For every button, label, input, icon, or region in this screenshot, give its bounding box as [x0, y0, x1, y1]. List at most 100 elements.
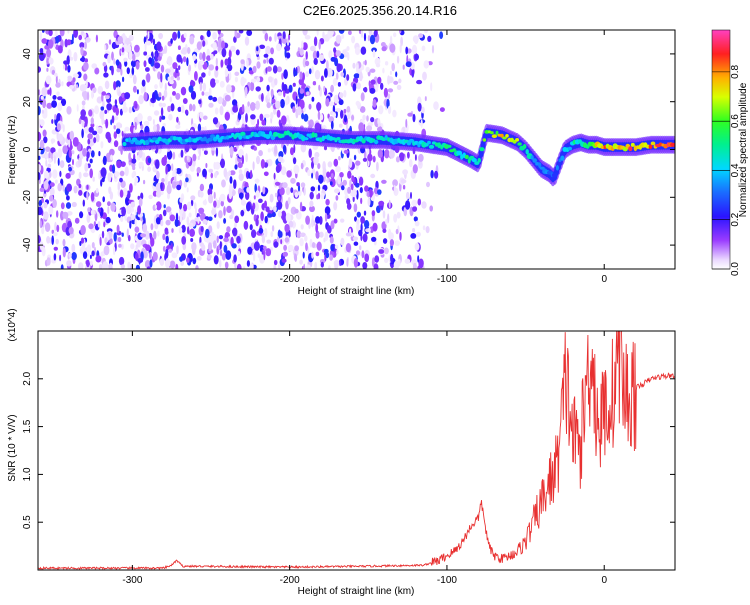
noise-speck [176, 245, 179, 255]
noise-speck [130, 263, 133, 269]
noise-speck [196, 166, 201, 174]
noise-speck [128, 152, 132, 161]
noise-speck [293, 164, 300, 174]
noise-speck [299, 201, 303, 212]
noise-speck [176, 116, 179, 123]
noise-speck [298, 78, 304, 86]
noise-speck [233, 36, 237, 43]
noise-speck [284, 48, 287, 58]
noise-speck [218, 235, 224, 240]
noise-speck [53, 253, 57, 261]
noise-speck [412, 262, 417, 269]
noise-speck [160, 64, 165, 73]
noise-speck [81, 100, 86, 106]
noise-speck [72, 158, 74, 166]
noise-speck [79, 211, 84, 219]
noise-speck [56, 210, 59, 218]
noise-speck [172, 151, 176, 160]
noise-speck [387, 76, 394, 84]
noise-speck [405, 191, 410, 200]
noise-speck [129, 73, 133, 79]
noise-speck [43, 180, 49, 190]
x-tick-label: -100 [437, 575, 457, 586]
ridge-peak [474, 161, 480, 166]
noise-speck [80, 237, 85, 244]
noise-speck [259, 44, 266, 49]
noise-speck [328, 50, 333, 59]
noise-speck [199, 242, 204, 247]
noise-speck [109, 238, 113, 245]
noise-speck [374, 255, 380, 263]
ridge-peak [269, 130, 272, 137]
noise-speck [48, 158, 52, 163]
noise-speck [205, 163, 208, 168]
noise-speck [417, 255, 420, 263]
noise-speck [265, 45, 271, 55]
noise-speck [54, 72, 58, 77]
noise-speck [189, 103, 193, 112]
noise-speck [233, 179, 237, 190]
noise-speck [218, 259, 222, 268]
noise-speck [165, 206, 172, 213]
noise-speck [310, 45, 316, 52]
noise-speck [47, 163, 52, 169]
noise-speck [208, 194, 214, 204]
noise-speck [335, 72, 339, 80]
noise-speck [363, 150, 367, 160]
noise-speck [424, 96, 427, 102]
noise-speck [55, 82, 61, 88]
noise-speck [224, 111, 230, 121]
noise-speck [43, 136, 48, 144]
noise-speck [235, 157, 238, 167]
ridge-peak [446, 144, 452, 148]
noise-speck [353, 203, 358, 213]
noise-speck [421, 45, 426, 52]
noise-speck [240, 59, 245, 65]
noise-speck [354, 46, 361, 56]
noise-speck [343, 114, 348, 123]
noise-speck [316, 30, 319, 36]
noise-speck [46, 236, 51, 244]
noise-speck [422, 225, 426, 231]
noise-speck [124, 126, 130, 132]
ridge-peak [311, 132, 316, 138]
noise-speck [219, 105, 224, 116]
noise-speck [161, 156, 167, 166]
noise-speck [119, 177, 123, 183]
noise-speck [256, 155, 260, 165]
noise-speck [337, 82, 341, 87]
noise-speck [212, 117, 219, 125]
noise-speck [170, 38, 173, 44]
noise-speck [188, 64, 192, 72]
noise-speck [412, 228, 416, 233]
noise-speck [59, 160, 65, 169]
noise-speck [198, 148, 201, 157]
noise-speck [110, 202, 116, 212]
noise-speck [150, 223, 154, 231]
noise-speck [366, 115, 369, 122]
noise-speck [73, 30, 78, 38]
noise-speck [365, 66, 370, 73]
noise-speck [327, 161, 333, 168]
noise-speck [389, 43, 396, 53]
noise-speck [258, 227, 264, 234]
ridge-peak [555, 165, 560, 171]
noise-speck [223, 167, 228, 178]
noise-speck [49, 171, 52, 178]
noise-speck [108, 186, 112, 195]
noise-speck [146, 266, 151, 269]
noise-speck [78, 157, 82, 168]
noise-speck [175, 168, 182, 175]
noise-speck [273, 205, 277, 212]
noise-speck [39, 139, 45, 150]
noise-speck [363, 210, 367, 216]
noise-speck [55, 179, 58, 184]
noise-speck [46, 257, 51, 266]
noise-speck [165, 219, 171, 226]
noise-speck [181, 224, 186, 233]
noise-speck [53, 43, 56, 48]
noise-speck [169, 260, 176, 269]
noise-speck [359, 71, 363, 82]
noise-speck [387, 88, 394, 93]
noise-speck [333, 47, 337, 53]
